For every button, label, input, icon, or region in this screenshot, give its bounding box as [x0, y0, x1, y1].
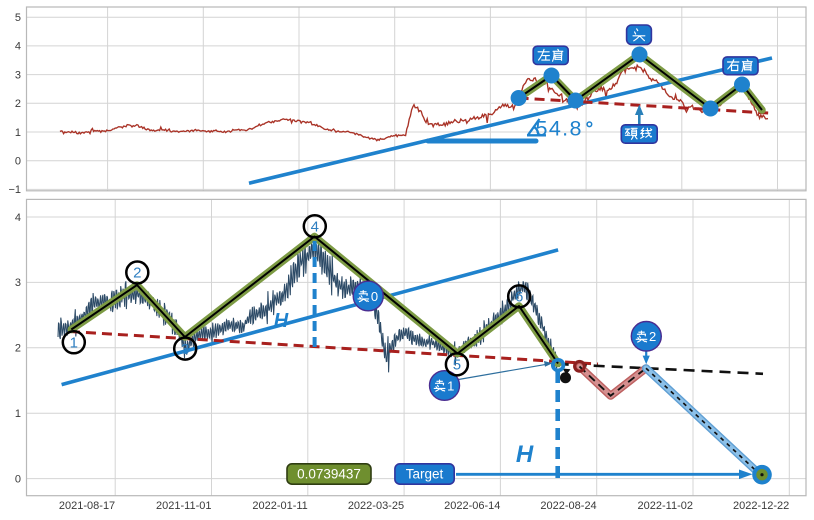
svg-text:Target: Target — [406, 467, 444, 482]
svg-text:4: 4 — [311, 219, 319, 236]
svg-text:−1: −1 — [8, 184, 21, 196]
svg-text:H: H — [274, 310, 289, 332]
svg-text:0.0739437: 0.0739437 — [297, 467, 361, 482]
svg-text:0: 0 — [15, 156, 21, 168]
svg-text:6: 6 — [515, 289, 523, 306]
svg-text:2022-01-11: 2022-01-11 — [252, 500, 307, 512]
svg-text:1: 1 — [15, 127, 21, 139]
svg-text:2022-06-14: 2022-06-14 — [444, 500, 500, 512]
svg-text:5: 5 — [15, 12, 21, 24]
svg-text:2: 2 — [649, 329, 656, 344]
svg-text:1: 1 — [15, 408, 21, 420]
svg-text:54.8: 54.8 — [536, 117, 582, 141]
svg-text:0: 0 — [371, 289, 378, 304]
svg-text:1: 1 — [70, 335, 78, 352]
svg-text:0: 0 — [15, 473, 21, 485]
svg-text:5: 5 — [453, 357, 461, 374]
svg-text:4: 4 — [15, 41, 21, 53]
svg-text:2022-03-25: 2022-03-25 — [348, 500, 404, 512]
svg-text:2: 2 — [15, 98, 21, 110]
svg-text:3: 3 — [15, 277, 21, 289]
svg-text:4: 4 — [15, 212, 21, 224]
svg-text:2022-11-02: 2022-11-02 — [638, 500, 693, 512]
svg-text:2: 2 — [15, 343, 21, 355]
svg-text:3: 3 — [15, 69, 21, 81]
svg-text:2021-11-01: 2021-11-01 — [156, 500, 211, 512]
svg-text:1: 1 — [447, 378, 454, 393]
svg-text:3: 3 — [181, 341, 189, 358]
svg-text:2: 2 — [133, 265, 141, 282]
svg-text:H: H — [516, 441, 534, 468]
svg-text:2022-12-22: 2022-12-22 — [733, 500, 789, 512]
svg-text:2022-08-24: 2022-08-24 — [540, 500, 596, 512]
svg-text:2021-08-17: 2021-08-17 — [59, 500, 115, 512]
